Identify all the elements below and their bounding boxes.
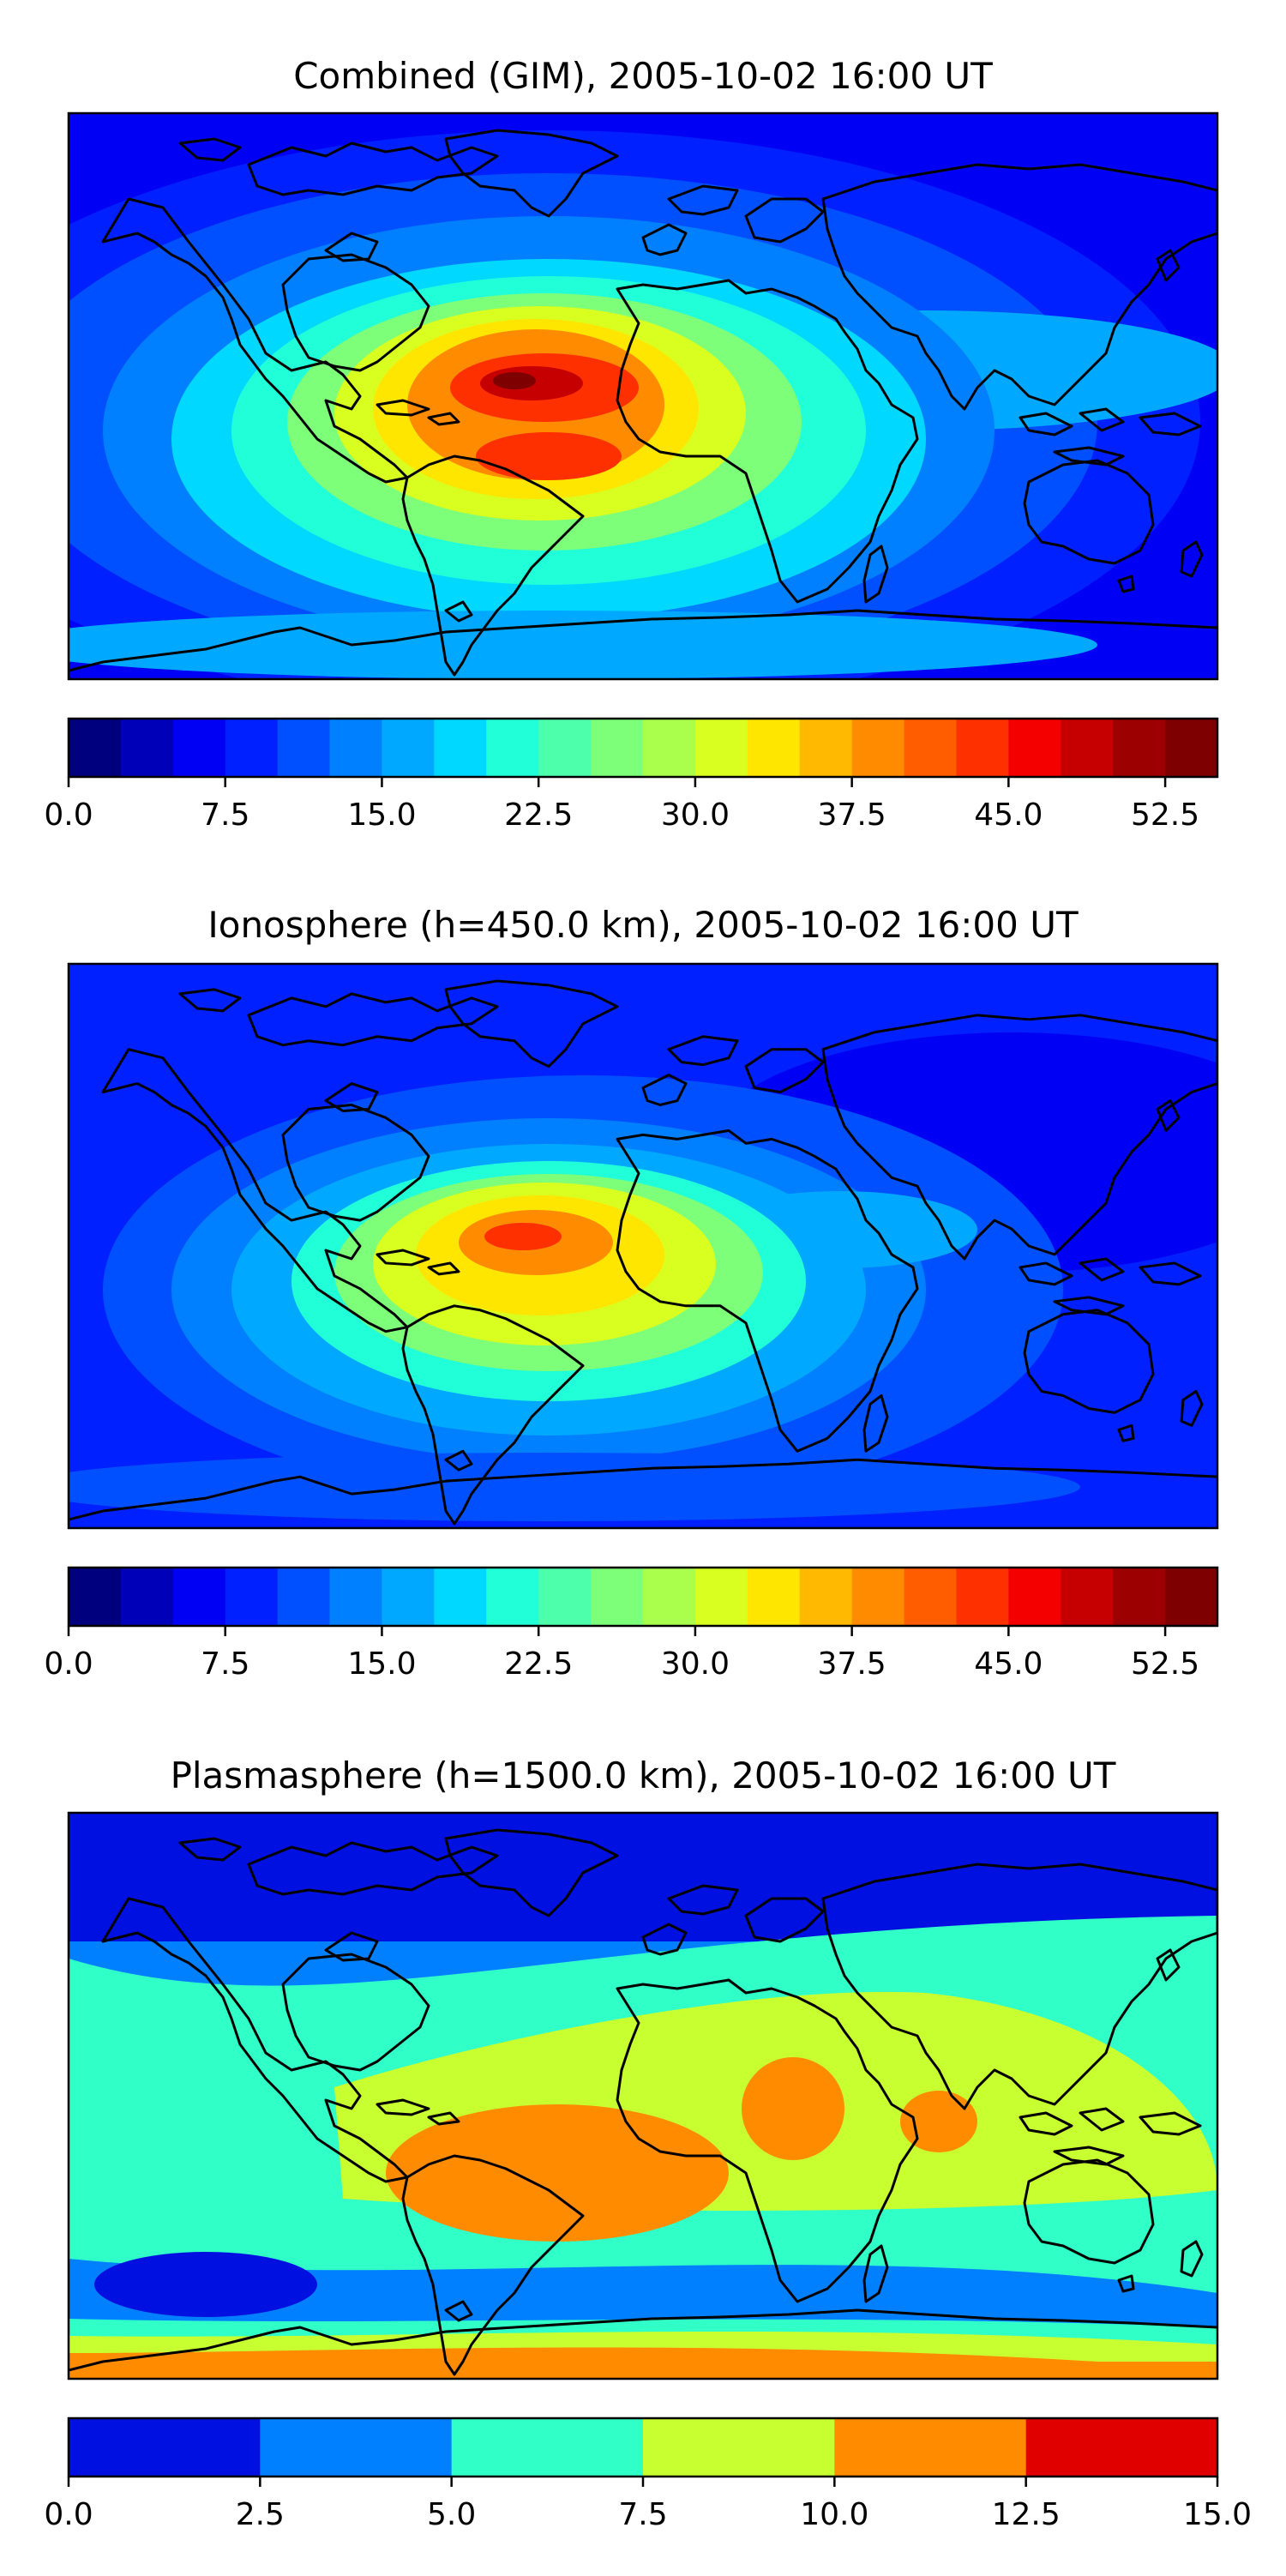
- colorbar-segment: [747, 1568, 801, 1626]
- colorbar-tick-label: 22.5: [504, 1646, 573, 1682]
- colorbar-segment: [851, 719, 905, 777]
- colorbar-segment: [956, 719, 1009, 777]
- colorbar-tick-label: 5.0: [427, 2497, 476, 2532]
- map-frame: [67, 962, 1219, 1530]
- colorbar-tick-label: 15.0: [347, 1646, 416, 1682]
- colorbar-tick-label: 52.5: [1131, 797, 1199, 833]
- colorbar-tick-label: 30.0: [661, 1646, 730, 1682]
- colorbar-ionosphere: 0.0 7.5 15.0 22.5 30.0 37.5 45.0 52.5: [44, 1566, 1219, 1682]
- colorbar-tick-label: 7.5: [201, 1646, 249, 1682]
- colorbar-segment: [225, 1568, 279, 1626]
- colorbar-segment: [1061, 1568, 1114, 1626]
- colorbar-segment: [172, 1568, 226, 1626]
- colorbar-tick-label: 0.0: [44, 797, 93, 833]
- colorbar-tick-label: 15.0: [347, 797, 416, 833]
- colorbar-segment: [486, 719, 539, 777]
- colorbar-segment: [382, 719, 435, 777]
- colorbar-segment: [172, 719, 226, 777]
- map-ionosphere: [69, 964, 1217, 1528]
- colorbar-tick-label: 52.5: [1131, 1646, 1199, 1682]
- colorbar-segment: [694, 1568, 748, 1626]
- panel-title: Ionosphere (h=450.0 km), 2005-10-02 16:0…: [207, 904, 1079, 946]
- colorbar-segment: [382, 1568, 435, 1626]
- colorbar-segment: [69, 2418, 261, 2477]
- colorbar-segment: [747, 719, 801, 777]
- colorbar-segment: [1008, 1568, 1061, 1626]
- colorbar-segment: [1165, 719, 1218, 777]
- colorbar-segment: [1113, 1568, 1166, 1626]
- colorbar-segment: [643, 719, 696, 777]
- panel-title: Plasmasphere (h=1500.0 km), 2005-10-02 1…: [171, 1754, 1116, 1797]
- colorbar-segment: [538, 1568, 592, 1626]
- colorbar-segment: [120, 719, 174, 777]
- colorbar-segment: [1025, 2418, 1218, 2477]
- colorbar-segment: [1165, 1568, 1218, 1626]
- colorbar-segment: [834, 2418, 1027, 2477]
- colorbar-segment: [225, 719, 279, 777]
- colorbar-tick-label: 7.5: [201, 797, 249, 833]
- colorbar-segment: [643, 2418, 835, 2477]
- panel-combined: Combined (GIM), 2005-10-02 16:00 UT 0.0 7.…: [44, 55, 1219, 833]
- map-combined: [69, 113, 1217, 679]
- map-frame: [67, 111, 1219, 681]
- colorbar-plasmasphere: 0.0 2.5 5.0 7.5 10.0 12.5 15.0: [44, 2417, 1252, 2532]
- panel-plasmasphere: Plasmasphere (h=1500.0 km), 2005-10-02 1…: [44, 1754, 1252, 2532]
- panel-title: Combined (GIM), 2005-10-02 16:00 UT: [293, 55, 993, 97]
- colorbar-segment: [1008, 719, 1061, 777]
- colorbar-segment: [851, 1568, 905, 1626]
- colorbar-segment: [277, 719, 331, 777]
- colorbar-segment: [591, 719, 644, 777]
- colorbar-segment: [434, 719, 487, 777]
- colorbar-segment: [538, 719, 592, 777]
- colorbar-segment: [694, 719, 748, 777]
- colorbar-tick-label: 0.0: [44, 1646, 93, 1682]
- colorbar-segment: [956, 1568, 1009, 1626]
- colorbar-tick-label: 30.0: [661, 797, 730, 833]
- colorbar-combined: 0.0 7.5 15.0 22.5 30.0 37.5 45.0 52.5: [44, 717, 1219, 833]
- panel-ionosphere: Ionosphere (h=450.0 km), 2005-10-02 16:0…: [44, 904, 1219, 1682]
- colorbar-tick-label: 45.0: [974, 797, 1043, 833]
- colorbar-tick-label: 22.5: [504, 797, 573, 833]
- colorbar-tick-label: 12.5: [992, 2497, 1061, 2532]
- colorbar-segment: [1113, 719, 1166, 777]
- colorbar-segment: [904, 719, 958, 777]
- colorbar-frame: [67, 717, 1219, 779]
- colorbar-tick-label: 37.5: [818, 797, 886, 833]
- colorbar-segment: [329, 1568, 383, 1626]
- colorbar-segment: [329, 719, 383, 777]
- colorbar-frame: [67, 1566, 1219, 1628]
- field-contours: [69, 113, 1217, 679]
- colorbar-segment: [69, 1568, 122, 1626]
- field-contours: [69, 1813, 1217, 2379]
- map-frame: [67, 1811, 1219, 2380]
- colorbar-segment: [486, 1568, 539, 1626]
- colorbar-tick-label: 45.0: [974, 1646, 1043, 1682]
- colorbar-segment: [643, 1568, 696, 1626]
- colorbar-segment: [904, 1568, 958, 1626]
- colorbar-segment: [799, 719, 853, 777]
- colorbar-tick-label: 7.5: [618, 2497, 667, 2532]
- colorbar-segment: [260, 2418, 453, 2477]
- colorbar-segment: [277, 1568, 331, 1626]
- colorbar-segment: [1061, 719, 1114, 777]
- colorbar-segment: [799, 1568, 853, 1626]
- map-plasmasphere: [69, 1813, 1217, 2379]
- field-contours: [69, 964, 1217, 1528]
- colorbar-tick-label: 0.0: [44, 2497, 93, 2532]
- colorbar-segment: [69, 719, 122, 777]
- colorbar-segment: [451, 2418, 644, 2477]
- colorbar-tick-label: 37.5: [818, 1646, 886, 1682]
- colorbar-segment: [434, 1568, 487, 1626]
- colorbar-tick-label: 15.0: [1183, 2497, 1252, 2532]
- colorbar-segment: [120, 1568, 174, 1626]
- colorbar-tick-label: 10.0: [800, 2497, 868, 2532]
- colorbar-tick-label: 2.5: [236, 2497, 285, 2532]
- colorbar-segment: [591, 1568, 644, 1626]
